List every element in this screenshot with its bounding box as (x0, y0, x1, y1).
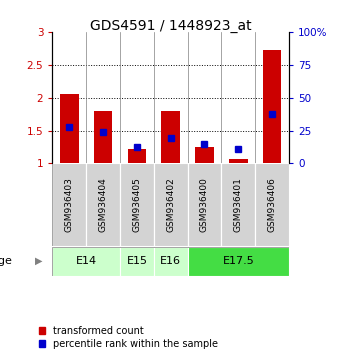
Bar (128, 149, 146, 164)
Legend: transformed count, percentile rank within the sample: transformed count, percentile rank withi… (39, 326, 218, 349)
Bar (120, 247, 154, 275)
Bar (195, 147, 214, 164)
Bar (60, 94, 78, 164)
Bar (162, 111, 180, 164)
Text: GSM936403: GSM936403 (65, 177, 74, 232)
Bar (221, 164, 255, 246)
Bar (154, 247, 188, 275)
Text: GSM936400: GSM936400 (200, 177, 209, 232)
Text: GSM936405: GSM936405 (132, 177, 141, 232)
Text: GDS4591 / 1448923_at: GDS4591 / 1448923_at (90, 19, 251, 34)
Bar (94, 111, 113, 164)
Text: GSM936404: GSM936404 (99, 177, 107, 232)
Text: ▶: ▶ (35, 256, 43, 266)
Text: E16: E16 (160, 256, 181, 266)
Text: E15: E15 (126, 256, 147, 266)
Bar (120, 164, 154, 246)
Bar (188, 164, 221, 246)
Bar (52, 164, 86, 246)
Bar (255, 164, 289, 246)
Bar (86, 164, 120, 246)
Bar (154, 164, 188, 246)
Text: E14: E14 (76, 256, 97, 266)
Bar (263, 50, 281, 164)
Bar (229, 159, 247, 164)
Text: GSM936401: GSM936401 (234, 177, 243, 232)
Text: E17.5: E17.5 (222, 256, 254, 266)
Text: GSM936406: GSM936406 (268, 177, 276, 232)
Text: age: age (0, 256, 12, 266)
Bar (52, 247, 120, 275)
Bar (188, 247, 289, 275)
Text: GSM936402: GSM936402 (166, 177, 175, 232)
